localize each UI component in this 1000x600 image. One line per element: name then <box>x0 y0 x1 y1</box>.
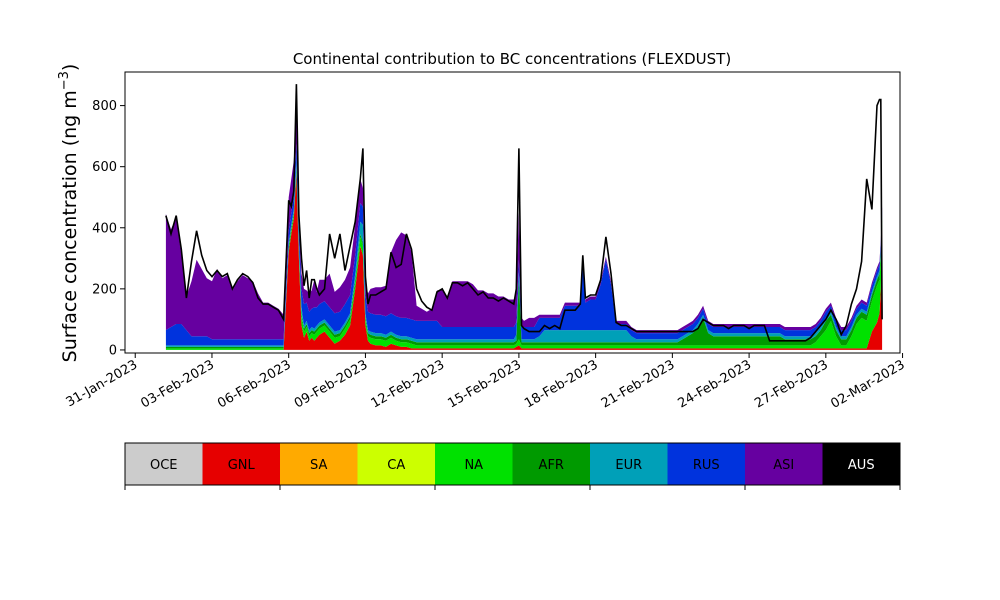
y-axis-label: Surface concentration (ng m−3) <box>57 64 81 363</box>
legend-ticks <box>124 485 901 490</box>
plot-frame <box>124 71 901 354</box>
x-tick-label: 31-Jan-2023 <box>64 357 141 410</box>
y-tick-label: 200 <box>92 282 117 297</box>
legend-swatch-asi <box>745 443 823 485</box>
x-tick-label: 06-Feb-2023 <box>215 357 294 411</box>
y-tick-label: 800 <box>92 99 117 114</box>
x-tick-label: 02-Mar-2023 <box>828 357 907 411</box>
legend-label-rus: RUS <box>693 458 720 473</box>
legend-label-na: NA <box>464 458 483 473</box>
legend-swatch-eur <box>590 443 668 485</box>
legend-label-asi: ASI <box>773 458 794 473</box>
x-tick-label: 09-Feb-2023 <box>292 357 371 411</box>
x-tick-label: 24-Feb-2023 <box>676 357 755 411</box>
total-line <box>165 84 883 342</box>
legend-swatch-aus <box>822 443 901 485</box>
legend-swatch-rus <box>667 443 746 485</box>
legend-colorbar: OCE GNL SA CA NA AFR EUR RUS ASI AUS <box>124 442 901 490</box>
y-axis-label-text: Surface concentration (ng m <box>59 90 81 362</box>
x-axis: 31-Jan-202303-Feb-202306-Feb-202309-Feb-… <box>64 353 908 412</box>
legend-cells: OCE GNL SA CA NA AFR EUR RUS ASI AUS <box>125 443 901 485</box>
legend-label-oce: OCE <box>150 458 178 473</box>
legend-label-aus: AUS <box>848 458 875 473</box>
area-asi <box>165 107 883 340</box>
y-axis-label-close: ) <box>59 64 81 71</box>
legend-swatch-afr <box>512 443 591 485</box>
legend-swatch-ca <box>357 443 436 485</box>
y-axis-label-exponent: −3 <box>57 71 72 90</box>
chart-title: Continental contribution to BC concentra… <box>293 50 731 68</box>
legend-label-gnl: GNL <box>228 458 256 473</box>
x-tick-label: 03-Feb-2023 <box>138 357 217 411</box>
legend-swatch-gnl <box>202 443 281 485</box>
y-tick-label: 400 <box>92 221 117 236</box>
legend-frame <box>124 442 901 486</box>
y-axis: 0 200 400 600 800 <box>92 99 125 358</box>
area-aus <box>165 107 883 331</box>
x-tick-label: 21-Feb-2023 <box>599 357 678 411</box>
legend-label-eur: EUR <box>615 458 642 473</box>
legend-swatch-oce <box>125 443 203 485</box>
y-tick-label: 600 <box>92 160 117 175</box>
legend-swatch-sa <box>280 443 358 485</box>
y-tick-label: 0 <box>109 343 117 358</box>
stacked-areas <box>165 107 883 350</box>
legend-label-ca: CA <box>387 458 405 473</box>
x-tick-label: 12-Feb-2023 <box>369 357 448 411</box>
legend-swatch-na <box>435 443 513 485</box>
plot-area: 0 200 400 600 800 31-Jan-202303-Feb-202306-F… <box>64 71 908 412</box>
x-tick-label: 18-Feb-2023 <box>522 357 601 411</box>
legend-label-afr: AFR <box>539 458 564 473</box>
x-tick-label: 27-Feb-2023 <box>752 357 831 411</box>
x-tick-label: 15-Feb-2023 <box>445 357 524 411</box>
legend-label-sa: SA <box>310 458 327 473</box>
